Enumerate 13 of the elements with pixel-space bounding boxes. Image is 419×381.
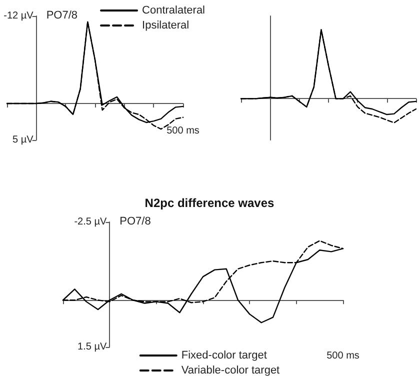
y-tick-label: -12 µV xyxy=(4,10,34,22)
x-tick-label: 500 ms xyxy=(166,126,200,136)
chart-title: N2pc difference waves xyxy=(144,196,275,210)
legend-label: Variable-color target xyxy=(181,364,280,376)
x-tick-label: 500 ms xyxy=(326,350,360,362)
y-tick-label: -2.5 µV xyxy=(74,216,107,228)
legend-label: Ipsilateral xyxy=(142,20,190,32)
annotation: PO7/8 xyxy=(120,216,151,228)
y-tick-label: 5 µV xyxy=(12,134,34,146)
y-tick-label: 1.5 µV xyxy=(78,342,107,352)
annotation: PO7/8 xyxy=(46,10,78,22)
legend-label: Contralateral xyxy=(142,4,206,16)
legend-label: Fixed-color target xyxy=(181,350,267,362)
